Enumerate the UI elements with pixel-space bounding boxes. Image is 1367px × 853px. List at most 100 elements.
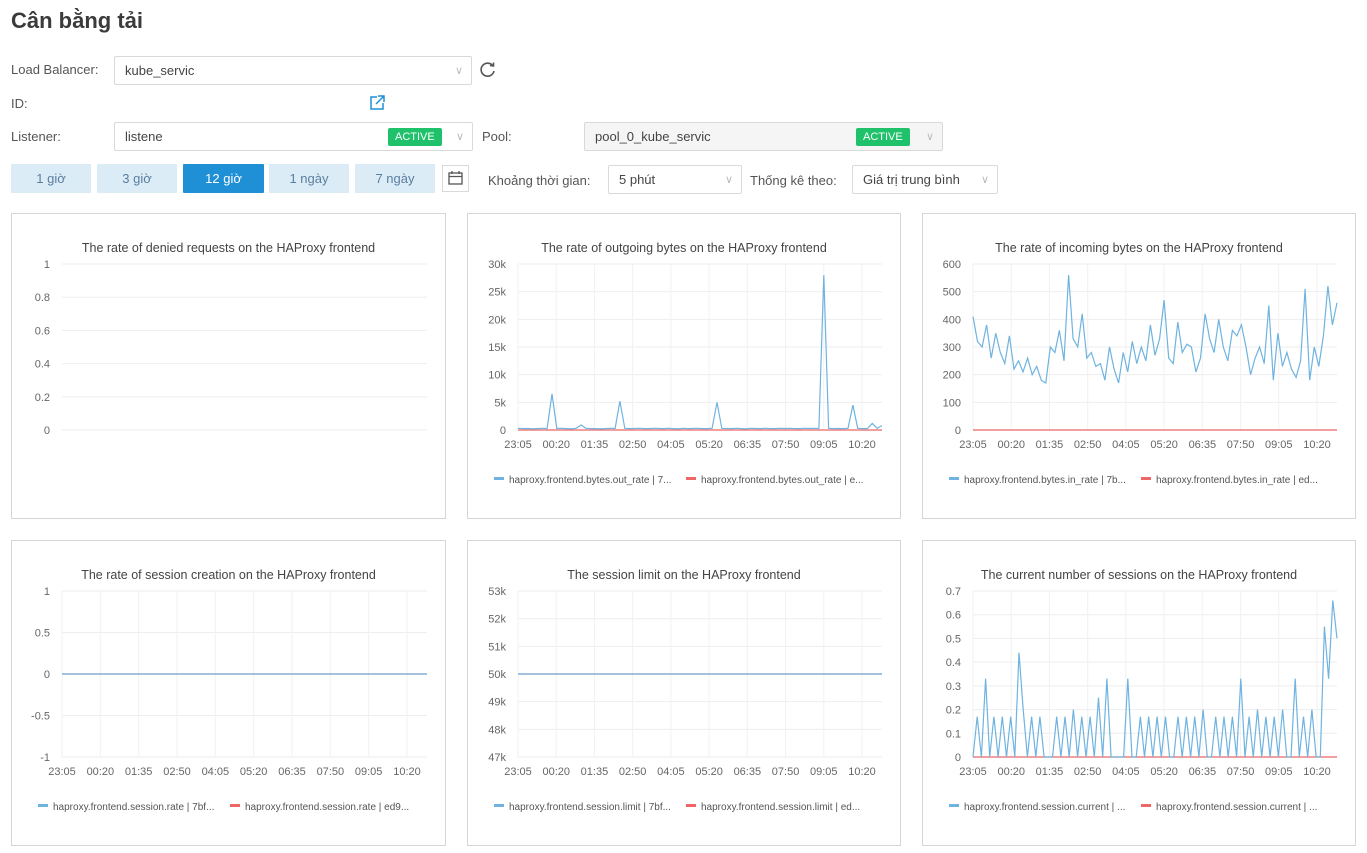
x-tick-label: 05:20 [695, 439, 723, 451]
load-balancer-select[interactable]: kube_servic ∨ [114, 56, 472, 85]
x-tick-label: 02:50 [619, 439, 647, 451]
y-tick-label: 48k [488, 724, 506, 736]
listener-label: Listener: [11, 129, 61, 144]
chart-title: The rate of outgoing bytes on the HAProx… [541, 241, 827, 255]
chevron-down-icon: ∨ [454, 65, 463, 77]
y-tick-label: -1 [40, 752, 50, 764]
y-tick-label: 20k [488, 314, 506, 326]
legend-swatch [38, 804, 48, 807]
x-tick-label: 02:50 [163, 766, 191, 778]
page-title: Cân bằng tải [11, 8, 144, 33]
x-tick-label: 05:20 [1150, 766, 1178, 778]
stat-value: Giá trị trung bình [863, 172, 960, 187]
legend-swatch [230, 804, 240, 807]
x-tick-label: 05:20 [1150, 439, 1178, 451]
legend-swatch [494, 477, 504, 480]
chart-panel-session-limit: The session limit on the HAProxy fronten… [467, 540, 901, 846]
chart-title: The rate of denied requests on the HAPro… [82, 241, 375, 255]
y-tick-label: 0.4 [946, 657, 961, 669]
x-tick-label: 23:05 [48, 766, 76, 778]
x-tick-label: 04:05 [1112, 766, 1140, 778]
y-tick-label: 400 [943, 314, 961, 326]
y-tick-label: 47k [488, 752, 506, 764]
stat-label: Thống kê theo: [750, 173, 837, 188]
time-btn-1h[interactable]: 1 giờ [11, 164, 91, 193]
x-tick-label: 02:50 [619, 766, 647, 778]
stat-select[interactable]: Giá trị trung bình ∨ [852, 165, 998, 194]
y-tick-label: 0.6 [946, 610, 961, 622]
external-link-icon[interactable] [368, 94, 386, 117]
y-tick-label: 100 [943, 397, 961, 409]
legend-entry: haproxy.frontend.session.limit | ed... [701, 802, 860, 813]
calendar-icon[interactable] [442, 165, 469, 192]
y-tick-label: 0.2 [946, 705, 961, 717]
y-tick-label: 0.8 [35, 292, 50, 304]
legend-entry: haproxy.frontend.bytes.out_rate | e... [701, 475, 864, 486]
interval-value: 5 phút [619, 172, 656, 187]
x-tick-label: 07:50 [772, 439, 800, 451]
time-btn-3h[interactable]: 3 giờ [97, 164, 177, 193]
x-tick-label: 02:50 [1074, 766, 1102, 778]
x-tick-label: 00:20 [997, 439, 1025, 451]
x-tick-label: 09:05 [810, 766, 838, 778]
x-tick-label: 00:20 [87, 766, 115, 778]
chart-panel-denied-requests: The rate of denied requests on the HAPro… [11, 213, 446, 519]
y-tick-label: 30k [488, 259, 506, 271]
legend-entry: haproxy.frontend.session.rate | ed9... [245, 802, 409, 813]
y-tick-label: 50k [488, 669, 506, 681]
legend-swatch [1141, 804, 1151, 807]
legend-swatch [1141, 477, 1151, 480]
chevron-down-icon: ∨ [925, 131, 934, 143]
legend-entry: haproxy.frontend.bytes.in_rate | 7b... [964, 475, 1126, 486]
x-tick-label: 07:50 [317, 766, 345, 778]
y-tick-label: 5k [494, 397, 506, 409]
x-tick-label: 09:05 [810, 439, 838, 451]
legend-entry: haproxy.frontend.session.rate | 7bf... [53, 802, 214, 813]
time-btn-1d[interactable]: 1 ngày [269, 164, 349, 193]
y-tick-label: 52k [488, 614, 506, 626]
x-tick-label: 00:20 [997, 766, 1025, 778]
series-line-1 [517, 275, 883, 430]
y-tick-label: 200 [943, 370, 961, 382]
refresh-icon[interactable] [478, 60, 498, 85]
x-tick-label: 07:50 [1227, 766, 1255, 778]
chart-panel-session-creation: The rate of session creation on the HAPr… [11, 540, 446, 846]
series-line-1 [972, 600, 1338, 758]
legend-swatch [686, 804, 696, 807]
listener-select[interactable]: listene ACTIVE ∨ [114, 122, 473, 151]
y-tick-label: 0 [44, 425, 50, 437]
chart-title: The current number of sessions on the HA… [981, 568, 1297, 582]
x-tick-label: 04:05 [202, 766, 230, 778]
time-btn-12h[interactable]: 12 giờ [183, 164, 264, 193]
y-tick-label: 0.1 [946, 728, 961, 740]
y-tick-label: 0.4 [35, 359, 50, 371]
x-tick-label: 09:05 [1265, 766, 1293, 778]
legend-swatch [949, 477, 959, 480]
x-tick-label: 23:05 [504, 766, 532, 778]
chart-panel-outgoing-bytes: The rate of outgoing bytes on the HAProx… [467, 213, 901, 519]
legend-swatch [686, 477, 696, 480]
x-tick-label: 00:20 [542, 439, 570, 451]
x-tick-label: 00:20 [542, 766, 570, 778]
chart-title: The rate of session creation on the HAPr… [81, 568, 376, 582]
interval-select[interactable]: 5 phút ∨ [608, 165, 742, 194]
y-tick-label: 0.6 [35, 325, 50, 337]
chevron-down-icon: ∨ [980, 174, 989, 186]
y-tick-label: 25k [488, 287, 506, 299]
y-tick-label: 0.7 [946, 586, 961, 598]
y-tick-label: 600 [943, 259, 961, 271]
time-btn-7d[interactable]: 7 ngày [355, 164, 435, 193]
x-tick-label: 10:20 [1303, 766, 1331, 778]
x-tick-label: 06:35 [278, 766, 306, 778]
id-label: ID: [11, 96, 28, 111]
x-tick-label: 01:35 [581, 766, 609, 778]
chevron-down-icon: ∨ [455, 131, 464, 143]
x-tick-label: 10:20 [848, 439, 876, 451]
y-tick-label: 0 [44, 669, 50, 681]
pool-select[interactable]: pool_0_kube_servic ACTIVE ∨ [584, 122, 943, 151]
x-tick-label: 04:05 [657, 439, 685, 451]
x-tick-label: 05:20 [240, 766, 268, 778]
load-balancer-value: kube_servic [125, 63, 195, 78]
interval-label: Khoảng thời gian: [488, 173, 591, 188]
load-balancer-label: Load Balancer: [11, 62, 99, 77]
